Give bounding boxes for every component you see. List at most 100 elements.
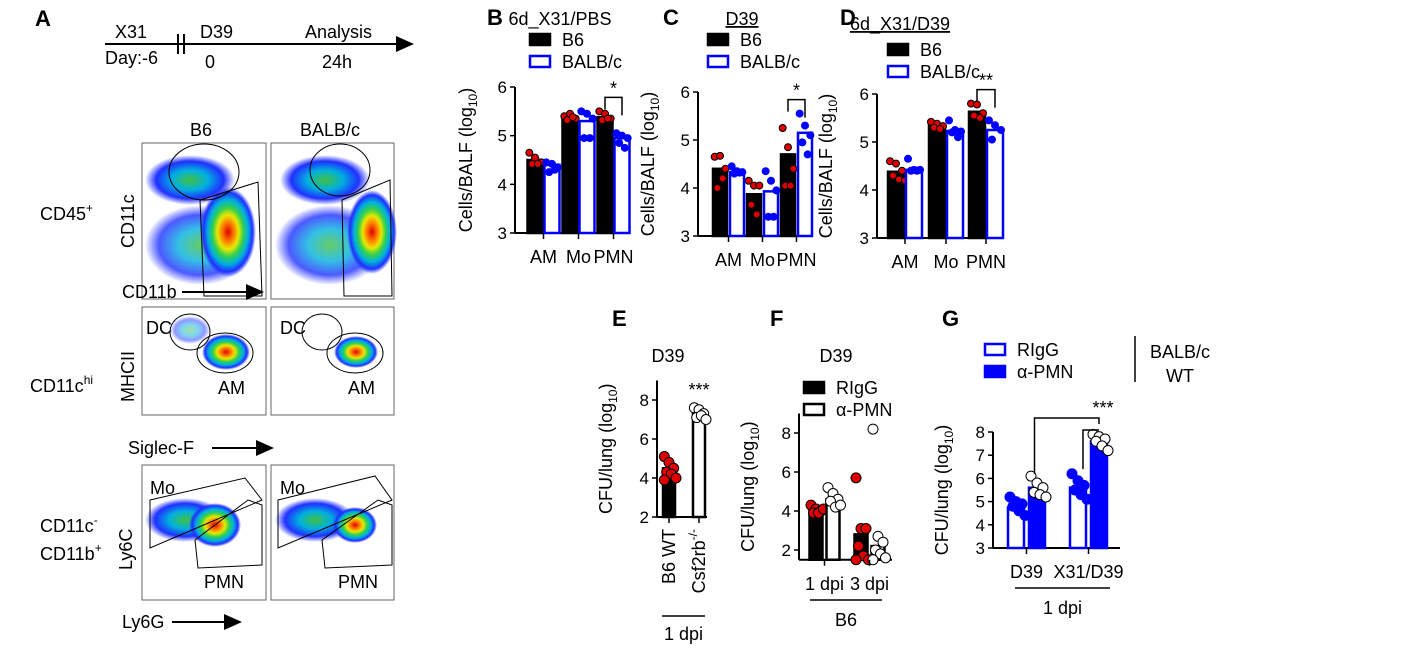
x-tick-label: 3 dpi [850,574,889,594]
chart-title: 6d_X31/PBS [508,9,611,30]
bar [1089,440,1109,550]
x-tick-label: AM [892,252,919,272]
y-tick-label: 3 [498,224,507,243]
significance-label: *** [688,380,709,400]
data-point [761,167,770,176]
data-point [670,472,682,484]
axis-label-y: MHCII [118,351,138,402]
significance-label: * [610,78,617,98]
chart-panel-g: G 3 4 5 6 7 8 CFU/lung (log10) D39 X31/D39 1 dpi RI… [932,306,1210,618]
data-point [767,176,775,185]
data-point [850,554,862,566]
flow-plot-row-3: Mo PMN Mo PMN Ly6C Ly6G [116,464,395,632]
flow-density [333,507,377,543]
timeline-d39: D39 [200,22,233,42]
bar [886,170,906,240]
gate-label: AM [218,378,245,398]
data-point [752,210,761,219]
data-point [997,126,1005,134]
data-point [991,121,999,130]
legend-swatch [528,32,552,47]
y-axis-label-subscript: 10 [748,427,762,441]
gate [168,143,240,201]
legend-swatch [706,32,730,47]
x-tick-label: B6 WT [659,529,679,584]
timeline-zero: 0 [205,52,215,72]
gate [169,313,211,351]
y-tick-label: 3 [681,227,690,246]
bar [762,190,780,238]
significance-bracket [604,96,623,116]
data-point [620,143,629,152]
gate-label: Mo [280,478,305,498]
data-point [568,113,577,122]
chart-panel-e: E D39 2 4 6 8 CFU/lung (log10) B6 WT Csf2rb-/- 1 … [596,306,712,644]
legend-label: BALB/c [562,52,622,72]
legend-label: α-PMN [836,400,892,420]
data-point [985,116,993,125]
data-point [904,154,912,163]
timeline-x31: X31 [115,22,147,42]
y-axis-label-text: CFU/lung (log [596,403,616,514]
significance-bracket [787,98,806,118]
y-tick-label: 6 [782,463,791,482]
gate-label: DC [146,318,172,338]
data-point [700,414,712,425]
timeline-day: Day:-6 [105,48,158,68]
bar [985,128,1005,240]
y-tick-label: 5 [976,493,985,512]
gate-label: AM [348,378,375,398]
chart-panel-c: C D39 3 4 5 6 Cells/BALF (log10) AM Mo PMN B6BALB/… [638,5,817,270]
row-label: CD11b+ [40,541,102,564]
legend-label: B6 [562,30,584,50]
gate [149,477,263,549]
gate [326,332,384,374]
axis-label-y: Ly6C [116,529,136,570]
x-tick-label: PMN [777,250,817,270]
y-axis-label-subscript: 10 [648,97,662,111]
flow-density [347,190,397,274]
data-point [860,523,872,535]
data-point [588,114,597,123]
axis-label-x: Siglec-F [128,438,194,458]
x-tick-label: AM [715,250,742,270]
data-point [795,109,804,118]
data-point [806,131,815,140]
legend-swatch [802,380,826,395]
y-tick-label: 5 [681,131,690,150]
x-tick-label: Mo [566,247,591,267]
gate [321,499,393,569]
chart-panel-d: D6d_X31/D39 3 4 5 6 Cells/BALF (log10) AM Mo PMN… [816,5,1006,272]
data-point [550,165,559,174]
y-axis-label-subscript: 10 [826,99,840,113]
data-point [835,499,846,511]
data-point [583,109,591,118]
y-axis-label-text: ) [456,88,476,94]
data-point [867,554,879,566]
bar [779,153,797,238]
y-axis-label-text: CFU/lung (log [932,444,952,555]
bar [927,123,947,240]
data-point [747,200,756,209]
data-point [786,181,795,190]
gate [301,313,343,351]
y-tick-label: 8 [976,423,985,442]
gate [341,179,393,297]
legend-label: BALB/c [740,52,800,72]
gate-label: PMN [204,572,244,592]
y-axis-label-text: ) [638,92,658,98]
bar [967,110,987,240]
y-tick-label: 6 [640,430,649,449]
x-tick-label: PMN [594,247,634,267]
data-point [525,148,534,157]
data-point [954,133,962,142]
row-label: CD45+ [40,201,93,224]
y-axis-label-text: Cells/BALF (log [816,113,836,238]
bar [596,115,614,235]
chart-title: D39 [819,346,852,366]
data-point [585,134,594,143]
data-point [892,159,900,168]
chart-title: 6d_X31/D39 [850,14,950,35]
panel-label: C [663,5,679,30]
legend-label: α-PMN [1017,362,1073,382]
